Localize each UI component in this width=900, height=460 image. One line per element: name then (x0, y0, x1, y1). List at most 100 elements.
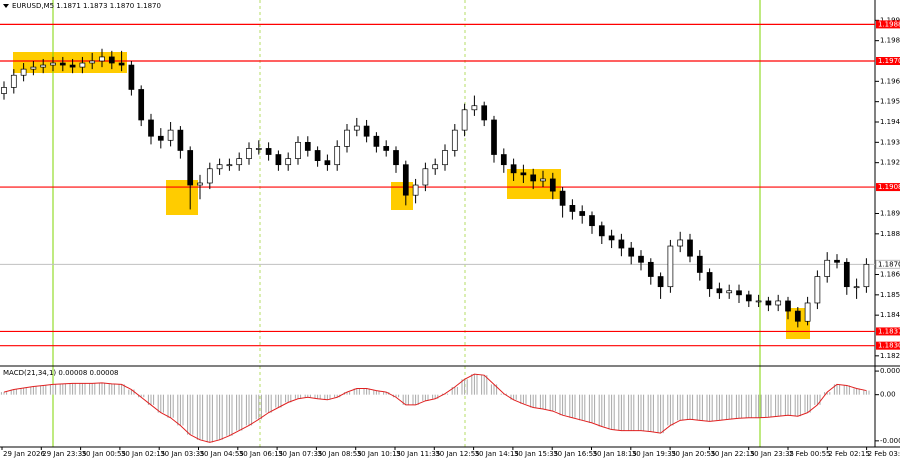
x-tick-label: 30 Jan 12:55 (435, 450, 479, 458)
level-label: 1.1837 (878, 327, 900, 335)
candle-body (157, 135, 164, 141)
candle-body (853, 286, 860, 289)
highlight-box (13, 52, 127, 73)
candle-body (275, 154, 282, 166)
candle-body (451, 129, 458, 151)
candle-body (559, 190, 566, 206)
y-tick-label: 1.1865 (880, 271, 900, 279)
current-price-box (875, 259, 900, 269)
x-tick-label: 30 Jan 04:55 (200, 450, 244, 458)
candle-body (412, 184, 419, 196)
candle-body (755, 300, 762, 303)
x-tick-label: 30 Jan 00:55 (82, 450, 126, 458)
candle-body (500, 154, 507, 166)
candle-body (824, 259, 831, 277)
level-label: 1.1830 (878, 342, 900, 350)
candle-body (618, 239, 625, 249)
candle-body (647, 261, 654, 277)
candle-body (89, 60, 96, 64)
candle-body (99, 56, 105, 62)
candle-body (804, 302, 811, 322)
candle-body (628, 247, 635, 257)
candle-body (373, 135, 380, 147)
level-label: 1.1908 (878, 183, 900, 191)
indicator-title: MACD(21,34,1) 0.00008 0.00008 (3, 369, 119, 377)
y-tick-label: 1.1980 (880, 37, 900, 45)
candle-body (324, 160, 331, 166)
y-tick-label: 1.1825 (880, 352, 900, 360)
candle-body (657, 276, 664, 288)
x-tick-label: 2 Feb 03:35 (868, 450, 900, 458)
level-label-box (876, 183, 900, 192)
candle-body (745, 294, 752, 302)
candle-body (422, 168, 429, 186)
x-tick-label: 30 Jan 11:35 (396, 450, 440, 458)
candle-body (255, 148, 262, 150)
candle-body (765, 300, 772, 306)
x-tick-label: 30 Jan 20:55 (671, 450, 715, 458)
x-tick-label: 30 Jan 02:15 (121, 450, 165, 458)
candle-body (510, 164, 517, 174)
candle-body (589, 215, 595, 227)
candle-body (843, 261, 850, 288)
candle-body (265, 148, 272, 155)
candle-body (598, 225, 605, 237)
candle-body (314, 150, 321, 161)
candle-body (569, 205, 576, 212)
x-tick-label: 30 Jan 19:35 (632, 450, 676, 458)
highlight-box (391, 182, 413, 210)
y-tick-label: 1.1950 (880, 98, 900, 106)
candle-body (579, 211, 586, 216)
x-tick-label: 29 Jan 23:35 (42, 450, 86, 458)
x-tick-label: 30 Jan 07:35 (278, 450, 322, 458)
y-tick-label: -0.0009 (880, 437, 900, 445)
x-tick-label: 2 Feb 00:55 (789, 450, 830, 458)
y-tick-label: 0.00 (880, 391, 896, 399)
candle-body (716, 288, 723, 294)
y-tick-label: 1.1885 (880, 230, 900, 238)
candle-body (118, 62, 125, 66)
candle-body (285, 158, 292, 166)
candle-body (638, 255, 644, 263)
candle-body (442, 150, 448, 166)
level-label-box (876, 57, 900, 65)
candle-body (304, 141, 311, 151)
candle-body (785, 300, 791, 312)
candle-body (1, 87, 7, 94)
period-lines (52, 0, 761, 447)
candle-body (216, 164, 223, 170)
candle-body (608, 235, 615, 241)
candle-body (10, 74, 17, 88)
candle-body (814, 276, 821, 304)
y-tick-label: 1.1930 (880, 138, 900, 146)
candle-body (79, 62, 86, 68)
candle-body (520, 172, 527, 176)
x-tick-label: 30 Jan 08:55 (317, 450, 361, 458)
x-tick-label: 30 Jan 06:15 (239, 450, 283, 458)
level-label-box (876, 327, 900, 336)
level-label-box (876, 341, 900, 350)
candle-body (295, 141, 301, 159)
y-tick-label: 1.1855 (880, 291, 900, 299)
candle-body (59, 62, 66, 66)
candle-body (736, 290, 742, 296)
candle-body (344, 129, 350, 147)
candle-body (706, 272, 713, 290)
candle-body (794, 310, 801, 322)
x-tick-label: 30 Jan 14:15 (475, 450, 519, 458)
x-tick-label: 30 Jan 18:15 (593, 450, 637, 458)
x-tick-label: 30 Jan 16:55 (553, 450, 597, 458)
candle-body (696, 255, 703, 273)
candle-body (775, 300, 782, 306)
candle-body (726, 290, 733, 294)
candle-body (530, 174, 537, 182)
level-label-box (876, 20, 900, 29)
plot: 1.1990 1.1980 1.1960 1.1950 1.1940 1.1930 1.19… (0, 16, 900, 458)
x-tick-label: 30 Jan 22:15 (710, 450, 754, 458)
x-tick-label: 30 Jan 10:15 (357, 450, 401, 458)
x-tick-label: 30 Jan 03:35 (160, 450, 204, 458)
x-tick-label: 30 Jan 15:35 (514, 450, 558, 458)
candle-body (334, 146, 341, 166)
candle-body (540, 178, 546, 182)
